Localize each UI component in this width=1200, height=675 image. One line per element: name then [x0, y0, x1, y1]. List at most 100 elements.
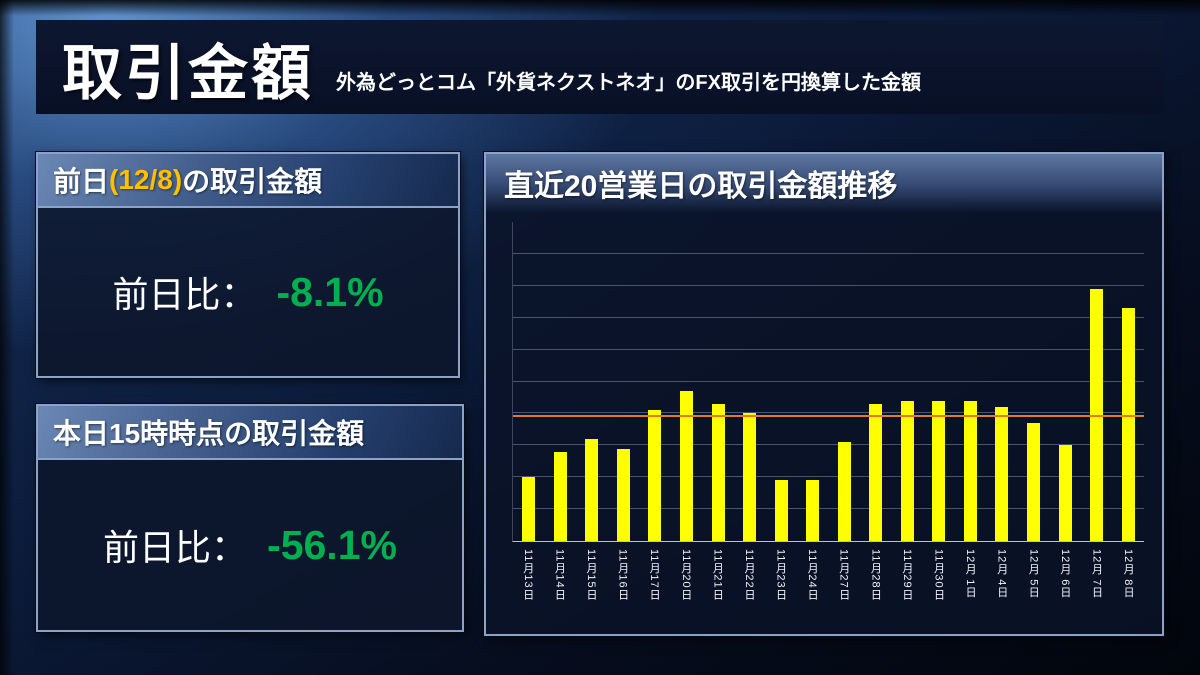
- gridline: [513, 316, 1144, 318]
- x-label-slot: 12月 5日: [1018, 544, 1050, 628]
- bar-slot: [545, 222, 577, 541]
- x-axis-label: 11月22日: [742, 549, 755, 601]
- bar: [900, 400, 914, 541]
- prev-day-title-date: (12/8): [109, 164, 183, 195]
- x-axis-label: 11月24日: [806, 549, 819, 601]
- x-label-slot: 11月24日: [796, 544, 828, 628]
- x-axis-label: 11月13日: [521, 549, 534, 601]
- x-label-slot: 11月23日: [765, 544, 797, 628]
- bar: [680, 391, 693, 541]
- bar-slot: [702, 222, 734, 541]
- x-axis-label: 11月20日: [679, 549, 692, 601]
- gridline: [513, 444, 1144, 446]
- x-axis-label: 11月21日: [711, 549, 724, 601]
- today-metric-label: 前日比：: [103, 527, 248, 568]
- x-label-slot: 11月20日: [670, 544, 702, 628]
- bar-slot: [797, 222, 829, 541]
- bar-series: [513, 222, 1144, 541]
- bar: [743, 413, 757, 541]
- gridline: [513, 412, 1144, 414]
- bar: [711, 403, 725, 541]
- bar-slot: [765, 222, 797, 541]
- x-axis-label: 11月30日: [932, 549, 945, 601]
- bar: [837, 442, 851, 541]
- chart-title: 直近20営業日の取引金額推移: [486, 154, 1162, 212]
- gridline: [513, 284, 1144, 286]
- page-title: 取引金額: [62, 40, 314, 107]
- x-axis-label: 11月23日: [774, 549, 787, 601]
- bar: [648, 410, 662, 541]
- bar: [806, 480, 820, 541]
- x-label-slot: 12月 6日: [1049, 544, 1081, 628]
- chart-panel: 直近20営業日の取引金額推移 11月13日 11月14日 11月15日 11月16日 1…: [484, 152, 1164, 636]
- bar: [616, 448, 630, 541]
- gridline: [513, 476, 1144, 478]
- x-label-slot: 11月21日: [702, 544, 734, 628]
- x-label-slot: 11月16日: [607, 544, 639, 628]
- x-label-slot: 11月17日: [638, 544, 670, 628]
- prev-day-metric-label: 前日比：: [112, 274, 257, 315]
- bar: [995, 407, 1009, 541]
- x-label-slot: 11月14日: [544, 544, 576, 628]
- x-label-slot: 11月28日: [860, 544, 892, 628]
- gridline: [513, 348, 1144, 350]
- x-label-slot: 11月27日: [828, 544, 860, 628]
- bar-slot: [955, 222, 987, 541]
- bar-slot: [671, 222, 703, 541]
- x-label-slot: 11月30日: [923, 544, 955, 628]
- bar: [774, 480, 788, 541]
- bar-slot: [513, 222, 545, 541]
- bar: [1058, 445, 1072, 541]
- x-label-slot: 11月22日: [733, 544, 765, 628]
- bar-slot: [828, 222, 860, 541]
- page-subtitle: 外為どっとコム「外貨ネクストネオ」のFX取引を円換算した金額: [336, 72, 921, 94]
- bar-slot: [892, 222, 924, 541]
- x-label-slot: 12月 8日: [1112, 544, 1144, 628]
- today-title: 本日15時時点の取引金額: [53, 418, 365, 449]
- x-axis-label: 11月17日: [648, 549, 661, 601]
- x-label-slot: 12月 1日: [954, 544, 986, 628]
- bar: [1121, 308, 1135, 541]
- gridline: [513, 508, 1144, 510]
- chart-body: 11月13日 11月14日 11月15日 11月16日 11月17日 11月20日 11月2…: [512, 216, 1144, 628]
- bar: [522, 477, 536, 541]
- bar-slot: [1081, 222, 1113, 541]
- x-axis-label: 11月14日: [553, 549, 566, 601]
- x-label-slot: 12月 4日: [986, 544, 1018, 628]
- prev-day-panel-header: 前日 (12/8) の取引金額: [38, 154, 458, 208]
- today-panel-header: 本日15時時点の取引金額: [38, 406, 462, 460]
- bar-slot: [1049, 222, 1081, 541]
- prev-day-title-suffix: の取引金額: [182, 166, 323, 197]
- bar-slot: [1018, 222, 1050, 541]
- today-panel-body: 前日比： -56.1%: [38, 460, 462, 630]
- bar-slot: [608, 222, 640, 541]
- bar-slot: [639, 222, 671, 541]
- prev-day-title-prefix: 前日: [53, 166, 110, 197]
- bar: [1027, 422, 1041, 541]
- bar: [553, 451, 567, 541]
- x-label-slot: 11月15日: [575, 544, 607, 628]
- x-axis-label: 11月16日: [616, 549, 629, 601]
- bar-slot: [1112, 222, 1144, 541]
- x-axis-label: 12月 5日: [1027, 549, 1040, 599]
- today-metric-value: -56.1%: [267, 521, 397, 568]
- x-axis-label: 11月15日: [584, 549, 597, 601]
- bar: [932, 400, 946, 541]
- x-axis-label: 12月 1日: [964, 549, 977, 599]
- bar-slot: [576, 222, 608, 541]
- x-axis: 11月13日 11月14日 11月15日 11月16日 11月17日 11月20日 11月2…: [512, 544, 1144, 628]
- x-axis-label: 11月29日: [900, 549, 913, 601]
- x-axis-label: 12月 8日: [1122, 549, 1135, 599]
- bar: [869, 403, 883, 541]
- prev-day-metric-value: -8.1%: [276, 268, 384, 315]
- prev-day-panel: 前日 (12/8) の取引金額 前日比： -8.1%: [36, 152, 460, 378]
- x-axis-label: 12月 6日: [1058, 549, 1071, 599]
- bar-slot: [923, 222, 955, 541]
- average-line: [513, 414, 1144, 417]
- bar: [963, 400, 977, 541]
- x-axis-label: 12月 7日: [1090, 549, 1103, 599]
- prev-day-panel-body: 前日比： -8.1%: [38, 208, 458, 376]
- x-label-slot: 12月 7日: [1081, 544, 1113, 628]
- gridline: [513, 380, 1144, 382]
